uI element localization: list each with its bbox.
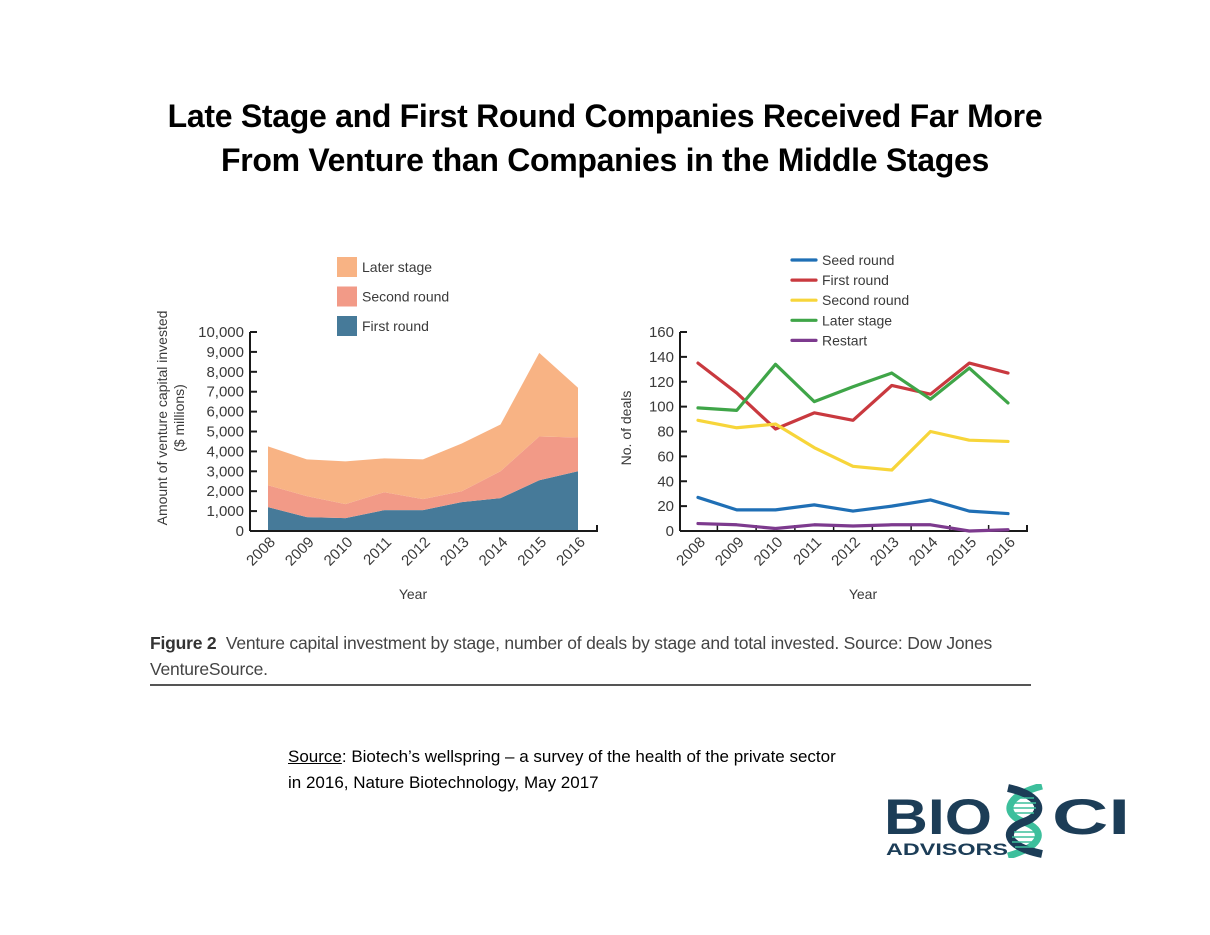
area-chart-y-tick-label: 6,000 [206,404,244,421]
source-label: Source [288,747,342,766]
area-chart-x-tick-label: 2009 [282,534,318,570]
area-chart: Later stage Second round First round 0 1,00… [154,257,598,602]
line-chart-legend: Seed round First round Second round Later s… [790,252,909,348]
area-chart-x-tick-label: 2011 [360,534,395,569]
line-legend-label: Second round [822,292,909,308]
line-chart: Seed round First round Second round Later s… [618,252,1028,602]
area-chart-x-tick-label: 2010 [321,534,357,570]
area-chart-x-tick-label: 2013 [437,534,473,570]
line-series-restart [696,521,1010,533]
line-chart-x-tick-label: 2011 [790,534,825,569]
area-chart-x-axis-title: Year [399,586,428,602]
line-chart-x-tick-label: 2015 [944,534,980,570]
line-chart-x-tick-label: 2016 [983,534,1019,570]
area-chart-x-tick-label: 2015 [514,534,550,570]
area-chart-y-tick-label: 2,000 [206,483,244,500]
caption-divider [150,684,1031,686]
line-legend-label: Later stage [822,312,892,328]
source-text: : Biotech’s wellspring – a survey of the… [288,747,836,792]
line-chart-x-tick-label: 2010 [751,534,787,570]
area-chart-y-tick-label: 0 [236,523,244,540]
area-chart-y-tick-label: 8,000 [206,364,244,381]
area-chart-x-tick-label: 2016 [553,534,589,570]
line-chart-x-axis [680,525,1028,532]
dna-helix-icon [1005,784,1043,858]
area-chart-y-tick-label: 7,000 [206,384,244,401]
source-citation: Source: Biotech’s wellspring – a survey … [288,744,848,796]
figure-label: Figure 2 [150,633,217,653]
line-chart-x-tick-label: 2009 [712,534,748,570]
line-chart-y-tick-label: 140 [649,349,674,366]
area-chart-y-tick-label: 3,000 [206,463,244,480]
logo-text-bio: BIO [884,789,992,845]
line-legend-label: Seed round [822,252,894,268]
line-series-first-round [696,361,1010,431]
line-series-second-round [696,418,1010,472]
area-chart-legend: Later stage Second round First round [337,257,449,336]
line-chart-x-tick-label: 2012 [828,534,864,570]
area-legend-label: Second round [362,289,449,305]
line-chart-y-tick-label: 20 [657,498,674,515]
bioscie-advisors-logo: BIO CI ADVISORS [884,784,1130,858]
area-chart-y-tick-label: 10,000 [198,324,244,341]
line-chart-y-axis-title: No. of deals [618,391,634,466]
line-legend-label: Restart [822,332,867,348]
area-legend-swatch-first-round [337,316,357,336]
figure-caption-text: Venture capital investment by stage, num… [150,633,993,679]
line-series-later-stage [696,362,1010,412]
area-series-first-round [268,471,578,531]
figure-caption: Figure 2 Venture capital investment by s… [150,630,1040,682]
line-chart-y-tick-label: 160 [649,324,674,341]
area-legend-label: First round [362,318,429,334]
logo-text-ci: CI [1052,789,1130,845]
line-chart-y-tick-label: 120 [649,374,674,391]
slide-title-line-1: Late Stage and First Round Companies Rec… [167,98,1043,134]
line-chart-series [696,361,1010,533]
area-legend-swatch-later-stage [337,257,357,277]
area-series-later-stage [268,352,578,505]
line-chart-y-tick-label: 60 [657,448,674,465]
area-chart-y-tick-label: 1,000 [206,503,244,520]
area-legend-label: Later stage [362,259,432,275]
area-chart-y-tick-label: 4,000 [206,443,244,460]
line-legend-label: First round [822,272,889,288]
line-chart-x-tick-label: 2008 [673,534,709,570]
area-chart-x-tick-label: 2012 [398,534,434,570]
line-chart-y-tick-label: 100 [649,399,674,416]
line-chart-x-tick-label: 2013 [867,534,903,570]
area-chart-x-tick-label: 2008 [243,534,279,570]
area-chart-y-tick-label: 9,000 [206,344,244,361]
area-chart-x-axis [250,525,598,532]
area-chart-y-tick-label: 5,000 [206,424,244,441]
line-chart-y-tick-label: 0 [666,523,674,540]
area-chart-series [268,352,578,531]
line-chart-x-tick-label: 2014 [906,534,942,570]
area-series-second-round [268,436,578,519]
area-chart-x-tick-label: 2014 [476,534,512,570]
slide-title-line-2: From Venture than Companies in the Middl… [221,142,989,178]
slide-title: Late Stage and First Round Companies Rec… [0,94,1210,182]
area-legend-swatch-second-round [337,286,357,307]
area-chart-y-axis-title: Amount of venture capital invested [154,311,170,526]
logo-subtitle: ADVISORS [886,840,1008,858]
area-chart-y-axis-subtitle: ($ millions) [171,384,187,452]
line-series-seed-round [696,495,1010,516]
line-chart-y-tick-label: 80 [657,424,674,441]
line-chart-y-tick-label: 40 [657,473,674,490]
line-chart-x-axis-title: Year [849,586,878,602]
